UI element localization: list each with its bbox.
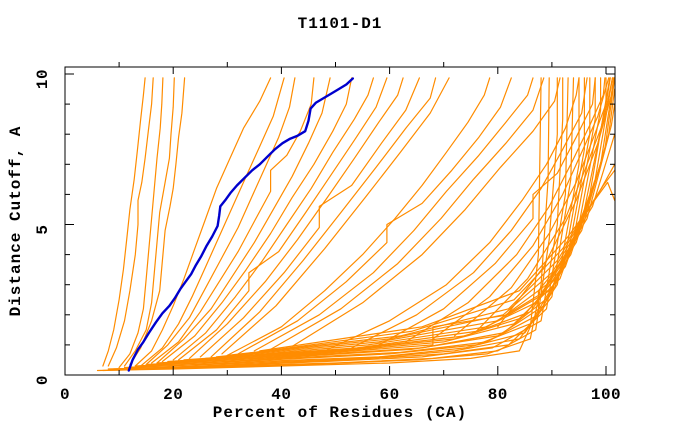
highlighted-curve (127, 77, 354, 372)
tick-label: 5 (34, 224, 52, 234)
model-curve (140, 77, 591, 367)
tick-label: 10 (34, 69, 52, 89)
model-curve (226, 77, 491, 356)
model-curve (161, 77, 611, 364)
model-curve (156, 77, 331, 364)
model-curve (102, 77, 550, 372)
model-curve (221, 77, 450, 355)
model-curve (96, 77, 542, 372)
model-curve (188, 77, 404, 359)
model-curve (118, 77, 164, 369)
model-curve (107, 77, 558, 370)
x-axis-label: Percent of Residues (CA) (212, 404, 468, 422)
model-curve (253, 77, 534, 352)
model-curve (145, 77, 296, 366)
model-curve (215, 133, 616, 358)
model-curve (134, 77, 272, 367)
tick-label: 0 (34, 375, 52, 385)
model-curve (145, 77, 596, 366)
model-curve (199, 77, 420, 358)
tick-label: 20 (163, 386, 183, 404)
model-curve (259, 181, 616, 352)
model-curve (151, 77, 602, 366)
tick-label: 100 (591, 386, 621, 404)
model-curve (237, 77, 512, 355)
model-curve (432, 77, 610, 340)
model-curve (270, 77, 545, 350)
plot-frame (64, 66, 616, 376)
model-curve (291, 77, 561, 347)
model-curve (151, 77, 315, 364)
tick-label: 60 (379, 386, 399, 404)
model-curve (134, 77, 585, 367)
model-curve (172, 77, 374, 361)
model-curve (205, 103, 616, 359)
model-curve (129, 77, 580, 369)
model-curve (161, 77, 353, 363)
model-curve (140, 77, 285, 367)
model-curve (107, 77, 154, 367)
chart-title: T1101-D1 (297, 15, 383, 33)
model-curve (102, 77, 146, 367)
model-curve (497, 77, 615, 328)
model-curve (242, 169, 616, 355)
model-curve (123, 77, 575, 369)
model-curve (178, 77, 388, 361)
model-curve (123, 77, 175, 367)
model-curve (118, 77, 569, 370)
model-curve (129, 77, 186, 366)
model-curve (210, 77, 437, 358)
tick-label: 0 (60, 386, 70, 404)
model-curve (113, 77, 564, 370)
tick-label: 80 (488, 386, 508, 404)
tick-label: 40 (271, 386, 291, 404)
model-curve (378, 77, 596, 346)
